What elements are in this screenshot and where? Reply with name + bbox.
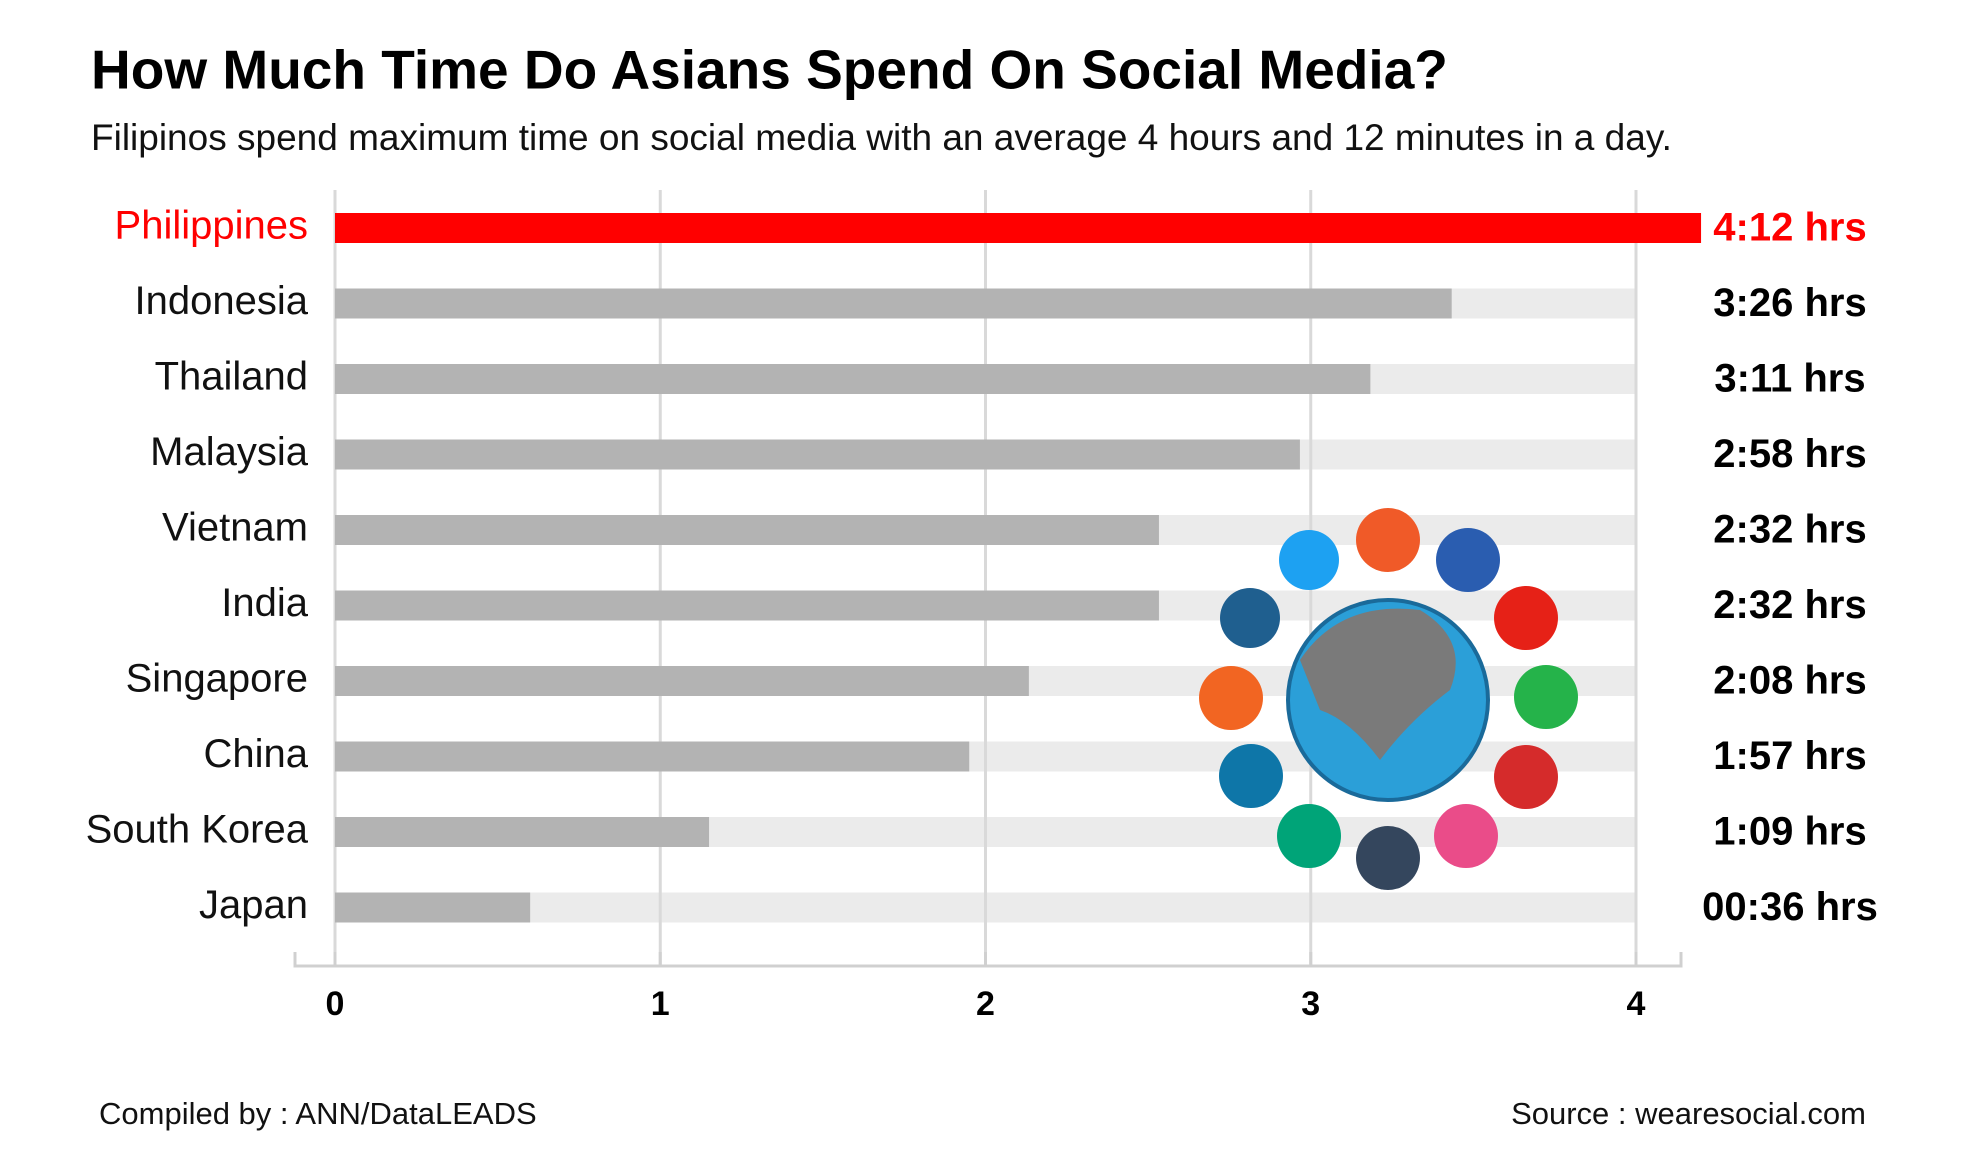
- value-label: 2:58 hrs: [1713, 432, 1866, 476]
- y-tick-label: Indonesia: [135, 279, 309, 323]
- x-tick-label: 3: [1301, 985, 1320, 1023]
- y-tick-label: South Korea: [86, 808, 309, 852]
- y-tick-label: Japan: [199, 883, 308, 927]
- icon: [1219, 744, 1283, 808]
- icon: [1436, 528, 1500, 592]
- y-tick-label: Malaysia: [150, 430, 309, 474]
- bar: [335, 741, 970, 772]
- icon: [1494, 586, 1558, 650]
- icon: [1514, 665, 1578, 729]
- value-label: 2:32 hrs: [1713, 508, 1866, 552]
- icon: [1356, 508, 1420, 572]
- y-tick-label: Philippines: [115, 204, 308, 248]
- y-tick-label: India: [221, 581, 308, 625]
- bar: [335, 515, 1159, 545]
- chart-subtitle: Filipinos spend maximum time on social m…: [91, 117, 1672, 158]
- x-tick-label: 4: [1627, 985, 1646, 1023]
- bar: [335, 213, 1702, 243]
- globe-rim: [1286, 598, 1490, 802]
- bar: [335, 364, 1371, 394]
- y-tick-label: China: [203, 732, 308, 776]
- icon: [1220, 588, 1280, 648]
- x-tick-label: 0: [326, 985, 345, 1023]
- bar: [335, 892, 531, 923]
- value-label: 00:36 hrs: [1702, 885, 1878, 929]
- bar: [335, 439, 1300, 470]
- icon: [1279, 530, 1339, 590]
- x-tick-label: 1: [651, 985, 670, 1023]
- chart-title: How Much Time Do Asians Spend On Social …: [91, 39, 1448, 101]
- bar: [335, 666, 1029, 696]
- y-tick-label: Singapore: [126, 657, 308, 701]
- value-label: 2:32 hrs: [1713, 583, 1866, 627]
- y-tick-label: Vietnam: [162, 506, 308, 550]
- value-label: 3:11 hrs: [1714, 357, 1865, 401]
- value-label: 2:08 hrs: [1713, 659, 1866, 703]
- icon: [1494, 745, 1558, 809]
- icon: [1356, 826, 1420, 890]
- bar: [335, 590, 1159, 621]
- x-tick-label: 2: [976, 985, 995, 1023]
- globe-land: [1300, 608, 1456, 760]
- footer-right: Source : wearesocial.com: [1511, 1096, 1866, 1131]
- bar: [335, 817, 710, 847]
- x-axis-line: [293, 952, 1683, 968]
- y-tick-label: Thailand: [155, 355, 308, 399]
- icon: [1434, 804, 1498, 868]
- icon: [1199, 666, 1263, 730]
- footer-left: Compiled by : ANN/DataLEADS: [99, 1096, 537, 1131]
- bar: [335, 288, 1452, 319]
- icon: [1277, 804, 1341, 868]
- social-globe: [1199, 508, 1578, 890]
- value-label: 1:09 hrs: [1713, 810, 1866, 854]
- value-label: 4:12 hrs: [1713, 206, 1866, 250]
- value-label: 3:26 hrs: [1713, 281, 1866, 325]
- value-label: 1:57 hrs: [1713, 734, 1866, 778]
